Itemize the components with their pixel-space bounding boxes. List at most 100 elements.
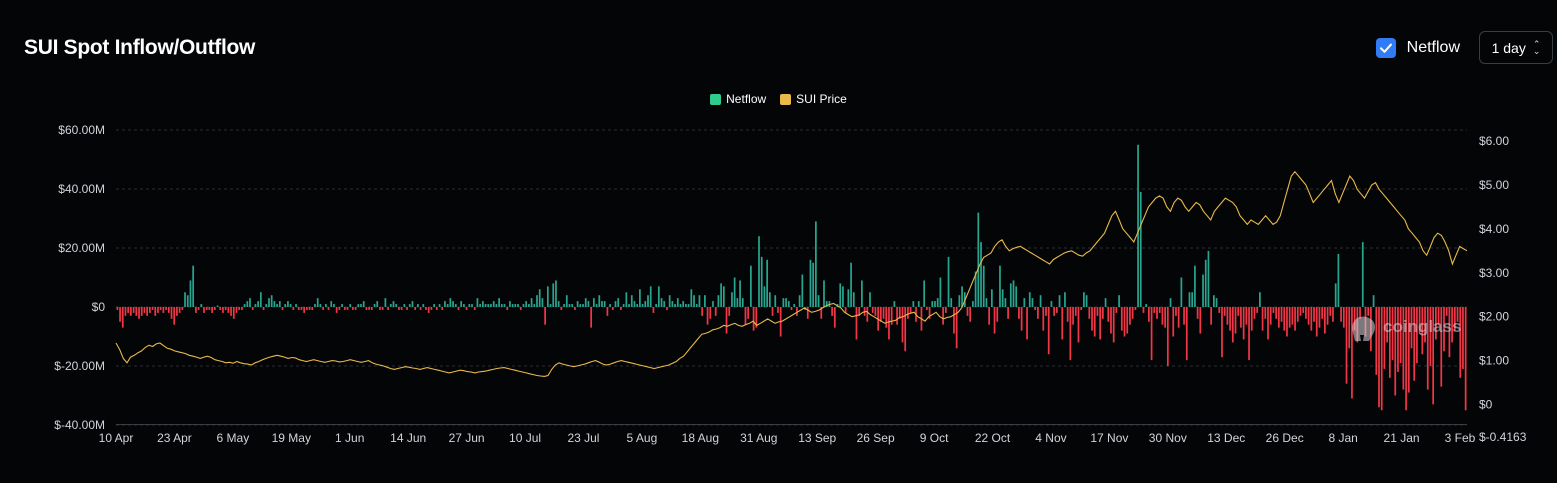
netflow-bar: [338, 307, 341, 310]
netflow-bar: [1445, 307, 1448, 316]
netflow-bar: [1345, 307, 1348, 384]
netflow-bar: [1088, 307, 1091, 319]
netflow-bar: [934, 301, 936, 307]
page-title: SUI Spot Inflow/Outflow: [24, 36, 256, 59]
netflow-checkbox[interactable]: [1375, 37, 1396, 58]
netflow-bar: [1275, 307, 1277, 319]
netflow-bar: [1337, 253, 1340, 307]
netflow-bar: [471, 304, 473, 307]
netflow-bar: [1050, 301, 1053, 307]
netflow-bar: [1148, 307, 1150, 322]
netflow-bar: [159, 307, 162, 310]
netflow-bar: [181, 307, 184, 310]
netflow-bar: [481, 301, 484, 307]
netflow-bar: [492, 301, 495, 307]
netflow-bar: [392, 301, 395, 307]
netflow-bar: [796, 307, 798, 316]
netflow-bar: [435, 307, 438, 310]
netflow-bar: [1156, 307, 1158, 319]
netflow-bar: [1261, 307, 1264, 331]
netflow-bar: [555, 280, 557, 307]
netflow-bar: [295, 304, 297, 307]
netflow-bar: [1464, 307, 1467, 411]
netflow-bar: [1334, 283, 1337, 307]
netflow-bar: [1280, 307, 1283, 322]
netflow-bar: [736, 298, 739, 307]
legend-item-price[interactable]: SUI Price: [780, 92, 847, 106]
netflow-bar: [817, 295, 820, 307]
legend-item-netflow[interactable]: Netflow: [710, 92, 766, 106]
netflow-bar: [411, 301, 414, 307]
netflow-bar: [197, 307, 200, 310]
netflow-bar: [1380, 307, 1383, 411]
netflow-bar: [614, 301, 617, 307]
netflow-bar: [549, 304, 552, 307]
netflow-bar: [722, 286, 725, 307]
netflow-toggle-label[interactable]: Netflow: [1406, 38, 1460, 56]
x-tick-label: 6 May: [217, 431, 250, 445]
netflow-bar: [281, 307, 284, 310]
netflow-bar: [603, 301, 606, 307]
netflow-bar: [1229, 307, 1231, 331]
netflow-bar: [184, 292, 186, 307]
netflow-bar: [763, 286, 766, 307]
netflow-bar: [939, 277, 942, 307]
netflow-bar: [944, 307, 947, 313]
netflow-bar: [1313, 307, 1315, 322]
netflow-bar: [444, 301, 446, 307]
netflow-bar: [1166, 307, 1169, 366]
netflow-bar: [463, 304, 465, 307]
netflow-bar: [173, 307, 176, 325]
netflow-bar: [1413, 307, 1416, 381]
price-line: [115, 170, 1468, 377]
netflow-bar: [1126, 307, 1129, 334]
netflow-bar: [1061, 307, 1064, 340]
netflow-bar: [162, 307, 165, 313]
netflow-bar: [801, 274, 804, 307]
netflow-bar: [825, 301, 828, 307]
chevron-updown-icon: ⌃ ⌄: [1532, 38, 1541, 56]
legend-label-netflow: Netflow: [726, 92, 767, 106]
netflow-bar: [660, 298, 663, 307]
netflow-bar: [1250, 307, 1253, 331]
netflow-bar: [687, 304, 690, 307]
netflow-bar: [1107, 307, 1110, 322]
netflow-bar: [1218, 307, 1221, 313]
netflow-bar: [847, 289, 850, 307]
netflow-bar: [273, 301, 276, 307]
netflow-bar: [1047, 307, 1050, 355]
netflow-bar: [324, 304, 327, 307]
netflow-bar: [752, 307, 755, 331]
netflow-bar: [522, 304, 525, 307]
netflow-bar: [1139, 191, 1142, 307]
netflow-bar: [484, 304, 487, 307]
netflow-bar: [1072, 307, 1074, 325]
netflow-bar: [213, 307, 216, 310]
period-select[interactable]: 1 day ⌃ ⌄: [1479, 31, 1553, 64]
x-tick-label: 8 Jan: [1328, 431, 1357, 445]
netflow-bar: [1055, 307, 1058, 313]
netflow-bar: [203, 307, 205, 313]
chart-axes: $60.00M $40.00M $20.00M $0 $-20.00M $-40.00M $…: [54, 123, 1526, 445]
netflow-bar: [823, 280, 825, 307]
netflow-bar: [357, 304, 360, 307]
netflow-bar: [712, 301, 714, 307]
netflow-bar: [259, 292, 262, 307]
netflow-bar: [1188, 292, 1191, 307]
netflow-bar: [1185, 307, 1188, 361]
netflow-bar: [528, 304, 530, 307]
netflow-bar: [904, 307, 907, 352]
netflow-bar: [739, 280, 741, 307]
netflow-bar: [1234, 307, 1237, 334]
netflow-bar: [955, 307, 958, 349]
netflow-bar: [546, 286, 549, 307]
netflow-bar: [1340, 307, 1342, 322]
netflow-bar: [1323, 307, 1326, 334]
netflow-bar: [1288, 307, 1291, 328]
netflow-bar: [771, 307, 774, 316]
netflow-bar: [465, 307, 468, 310]
netflow-bar: [121, 307, 124, 328]
netflow-bar: [812, 262, 815, 307]
netflow-bar: [676, 298, 679, 307]
netflow-bar: [1031, 298, 1034, 307]
